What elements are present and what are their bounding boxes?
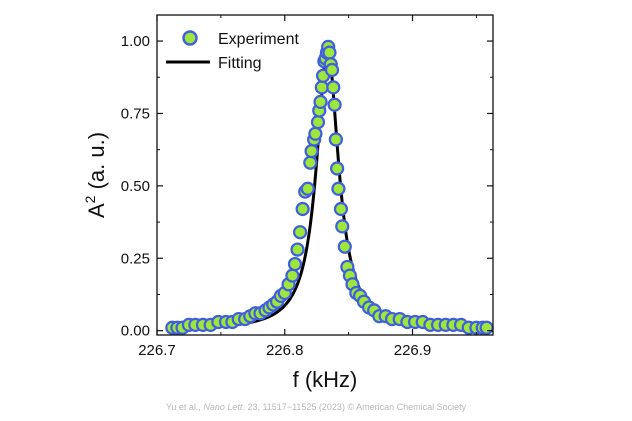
chart: 226.7 226.8 226.9 0.00 0.25 0.50 0.75 1.00 f (k… (82, 14, 494, 392)
credit-authors: Yu et al., (165, 402, 204, 412)
experiment-point (287, 256, 303, 272)
experiment-point (337, 239, 352, 254)
experiment-point (333, 201, 349, 217)
experiment-point (326, 80, 341, 95)
experiment-point (313, 94, 328, 109)
experiment-point (331, 181, 346, 196)
experiment-point (330, 161, 345, 176)
y-tick-label: 1.00 (121, 33, 150, 50)
legend-fitting-label: Fitting (218, 55, 262, 72)
plot-frame (156, 14, 494, 336)
experiment-point (303, 155, 318, 170)
y-tick-label: 0.75 (121, 105, 150, 122)
credit-journal: Nano Lett. (203, 402, 245, 412)
experiment-point (479, 320, 494, 335)
y-tick-label: 0.50 (121, 178, 150, 195)
experiment-point (290, 242, 305, 257)
y-tick-label: 0.00 (121, 323, 150, 340)
x-tick-label: 226.7 (138, 342, 176, 359)
experiment-point (327, 97, 342, 112)
experiment-point (314, 80, 329, 95)
credit-rest: 23, 11517−11525 (2023) © American Chemic… (244, 402, 467, 412)
x-tick-label: 226.8 (266, 342, 304, 359)
tick-layer: 226.7 226.8 226.9 0.00 0.25 0.50 0.75 1.00 (121, 15, 493, 359)
y-tick-label: 0.25 (121, 250, 150, 267)
x-tick-label: 226.9 (394, 342, 432, 359)
legend-experiment-marker (182, 30, 198, 46)
legend: Experiment Fitting (166, 30, 299, 72)
experiment-point (324, 62, 340, 78)
experiment-point (335, 219, 350, 234)
experiment-point (292, 225, 308, 240)
x-axis-title: f (kHz) (293, 367, 358, 392)
y-axis-title: A2 (a. u.) (82, 132, 109, 218)
experiment-point (300, 181, 315, 196)
experiment-point (308, 126, 323, 141)
experiment-point (310, 115, 326, 130)
marker-layer (165, 39, 494, 335)
experiment-point (328, 132, 343, 147)
source-credit: Yu et al., Nano Lett. 23, 11517−11525 (2… (0, 402, 632, 412)
experiment-point (322, 45, 337, 60)
legend-experiment-label: Experiment (218, 31, 299, 48)
experiment-point (304, 144, 319, 159)
experiment-point (295, 201, 310, 217)
experiment-point (285, 268, 300, 283)
